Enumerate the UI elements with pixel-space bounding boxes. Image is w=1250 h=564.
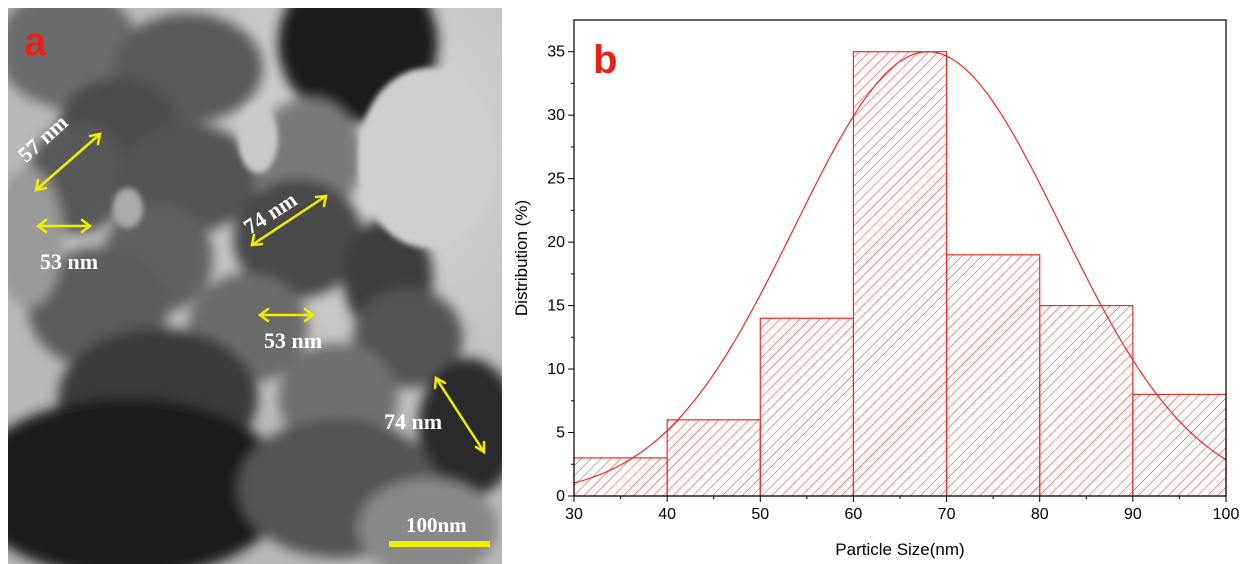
y-tick-label: 15 <box>547 298 565 315</box>
histogram-bar <box>573 457 668 497</box>
histogram-bar <box>945 254 1041 497</box>
histogram-bar <box>759 317 855 497</box>
tem-micrograph <box>8 8 502 564</box>
y-tick-label: 25 <box>547 171 565 188</box>
size-label-74nm-right: 74 nm <box>384 409 443 434</box>
x-axis-ticks: 30 40 50 60 70 80 90 100 <box>565 496 1239 523</box>
panel-label-a: a <box>24 20 47 64</box>
y-tick-label: 10 <box>547 361 565 378</box>
y-tick-label: 20 <box>547 234 565 251</box>
gaussian-fit-curve <box>573 51 1227 484</box>
histogram-bar <box>1039 305 1134 497</box>
x-tick-label: 80 <box>1031 506 1049 523</box>
y-tick-label: 0 <box>556 488 565 505</box>
x-tick-label: 100 <box>1213 506 1240 523</box>
size-label-53nm-center: 53 nm <box>264 328 323 353</box>
x-tick-label: 70 <box>938 506 956 523</box>
histogram-bar <box>1132 393 1227 497</box>
x-tick-label: 30 <box>565 506 583 523</box>
scale-bar-label: 100nm <box>406 513 467 537</box>
histogram-bar <box>666 419 761 497</box>
x-tick-label: 90 <box>1124 506 1142 523</box>
histogram-bar <box>852 51 948 497</box>
x-axis-label: Particle Size(nm) <box>835 540 964 559</box>
particle-size-histogram: 30 40 50 60 70 80 90 100 0 5 10 15 20 25 30 35 Particl… <box>512 19 1239 559</box>
y-tick-label: 5 <box>556 425 565 442</box>
x-tick-label: 60 <box>845 506 863 523</box>
y-axis-label: Distribution (%) <box>512 200 531 316</box>
scale-bar <box>389 541 490 547</box>
tem-image-panel: a 57 nm 53 nm 74 nm 53 nm 74 nm 100nm <box>8 8 502 564</box>
y-axis-ticks: 0 5 10 15 20 25 30 35 <box>547 44 574 505</box>
y-tick-label: 35 <box>547 44 565 61</box>
panel-label-b: b <box>593 38 618 82</box>
histogram-bars <box>573 51 1227 497</box>
y-tick-label: 30 <box>547 107 565 124</box>
measurement-arrows <box>34 132 486 455</box>
x-tick-label: 50 <box>751 506 769 523</box>
size-label-53nm-left: 53 nm <box>40 249 99 274</box>
x-tick-label: 40 <box>658 506 676 523</box>
